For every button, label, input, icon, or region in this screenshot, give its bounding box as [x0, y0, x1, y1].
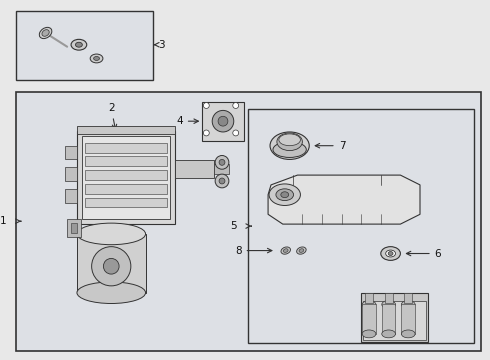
- Bar: [404, 293, 412, 302]
- Ellipse shape: [388, 252, 393, 256]
- Bar: [362, 305, 376, 334]
- Ellipse shape: [299, 249, 304, 252]
- Bar: [214, 164, 229, 174]
- Bar: [77, 131, 175, 224]
- Circle shape: [219, 178, 225, 184]
- Ellipse shape: [386, 250, 395, 257]
- Bar: [65, 189, 77, 203]
- Circle shape: [103, 258, 119, 274]
- Ellipse shape: [270, 132, 309, 159]
- Text: 4: 4: [176, 116, 198, 126]
- Ellipse shape: [71, 39, 87, 50]
- Bar: [202, 102, 244, 141]
- Ellipse shape: [90, 54, 103, 63]
- Bar: [85, 184, 167, 194]
- Bar: [401, 305, 415, 334]
- Ellipse shape: [77, 282, 146, 303]
- Circle shape: [233, 103, 239, 108]
- Circle shape: [215, 156, 229, 169]
- Circle shape: [218, 116, 228, 126]
- Ellipse shape: [362, 330, 376, 338]
- Bar: [363, 301, 426, 340]
- Ellipse shape: [362, 301, 376, 309]
- Bar: [82, 136, 170, 219]
- Bar: [365, 293, 373, 302]
- Bar: [85, 157, 167, 166]
- Bar: [85, 143, 167, 153]
- Ellipse shape: [75, 42, 82, 47]
- Bar: [85, 170, 167, 180]
- Circle shape: [203, 103, 209, 108]
- Circle shape: [203, 130, 209, 136]
- Ellipse shape: [281, 192, 289, 198]
- Ellipse shape: [281, 247, 291, 254]
- Ellipse shape: [277, 133, 302, 150]
- Ellipse shape: [269, 184, 300, 206]
- Ellipse shape: [382, 301, 395, 309]
- Ellipse shape: [401, 301, 415, 309]
- Ellipse shape: [273, 142, 306, 157]
- Ellipse shape: [382, 330, 395, 338]
- Circle shape: [233, 130, 239, 136]
- Bar: [175, 161, 214, 178]
- Ellipse shape: [279, 134, 300, 146]
- Bar: [248, 109, 474, 343]
- Bar: [361, 293, 428, 342]
- Ellipse shape: [94, 57, 99, 60]
- Text: 2: 2: [108, 103, 117, 129]
- Text: 3: 3: [158, 40, 165, 50]
- Circle shape: [212, 111, 234, 132]
- Ellipse shape: [296, 247, 306, 254]
- Circle shape: [219, 159, 225, 165]
- Bar: [385, 293, 392, 302]
- Ellipse shape: [39, 27, 52, 39]
- Bar: [77, 234, 146, 293]
- Circle shape: [92, 247, 131, 286]
- Text: 5: 5: [230, 221, 237, 231]
- Ellipse shape: [381, 247, 400, 260]
- Bar: [65, 167, 77, 181]
- Text: 1: 1: [0, 216, 6, 226]
- Ellipse shape: [77, 223, 146, 245]
- Ellipse shape: [276, 189, 294, 201]
- Ellipse shape: [401, 330, 415, 338]
- Bar: [382, 305, 395, 334]
- Ellipse shape: [283, 249, 288, 252]
- Ellipse shape: [42, 30, 49, 36]
- Text: 8: 8: [235, 246, 272, 256]
- Bar: [65, 146, 77, 159]
- Bar: [67, 219, 81, 237]
- Bar: [16, 12, 153, 80]
- Bar: [16, 92, 481, 351]
- Bar: [71, 223, 77, 233]
- Bar: [85, 198, 167, 207]
- Text: 7: 7: [315, 141, 345, 151]
- Polygon shape: [268, 175, 420, 224]
- Bar: [77, 126, 175, 134]
- Text: 6: 6: [406, 248, 441, 258]
- Circle shape: [215, 174, 229, 188]
